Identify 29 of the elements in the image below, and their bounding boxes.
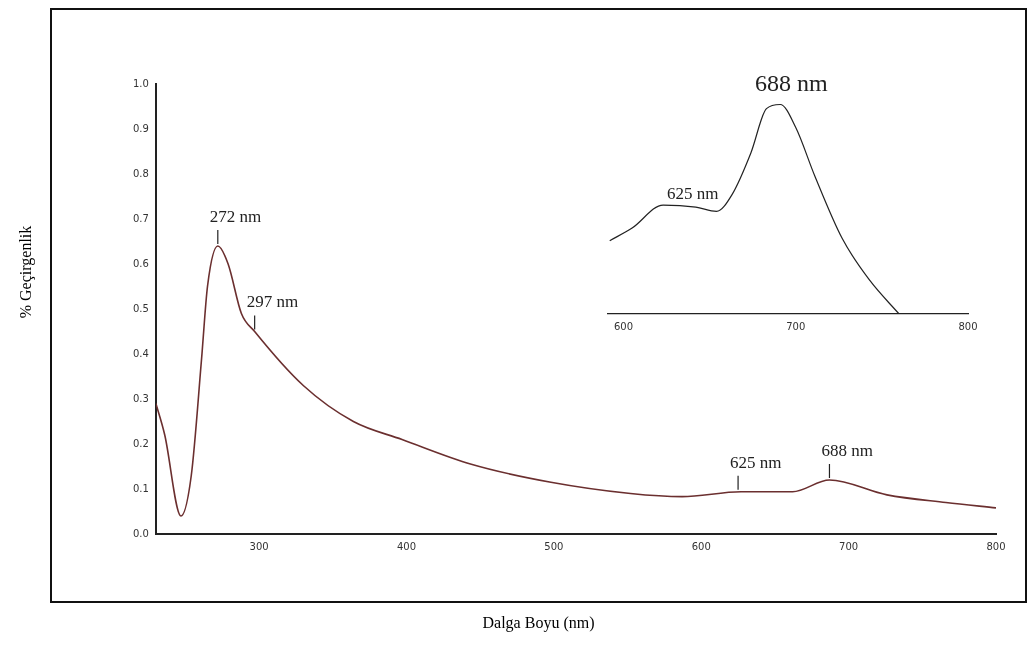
annotation: 688 nm [821,440,873,460]
annotation: 688 nm [755,69,829,96]
x-tick-label: 600 [691,540,711,552]
y-tick-label: 0.6 [133,257,149,269]
x-tick-label: 800 [958,320,978,332]
y-tick-label: 0.9 [133,122,149,134]
y-tick-label: 0.0 [133,527,149,539]
x-tick-label: 700 [839,540,859,552]
y-tick-label: 0.5 [133,302,149,314]
y-tick-label: 0.1 [133,482,149,494]
annotation: 297 nm [246,292,299,312]
y-axis-title: % Geçirgenlik [17,224,35,321]
x-tick-label: 300 [249,540,269,552]
x-axis-title: Dalga Boyu (nm) [481,614,596,632]
y-tick-label: 0.4 [133,347,149,359]
annotation: 625 nm [730,452,782,472]
x-tick-label: 800 [986,540,1006,552]
x-tick-label: 700 [786,320,806,332]
annotation: 625 nm [667,184,719,204]
annotation: 272 nm [209,206,262,226]
y-tick-label: 0.3 [133,392,149,404]
x-tick-label: 500 [544,540,564,552]
y-tick-label: 0.7 [133,212,149,224]
x-tick-label: 400 [396,540,417,552]
y-tick-label: 0.8 [133,167,149,179]
y-tick-label: 0.2 [133,437,149,449]
line-series [155,245,996,517]
x-tick-label: 600 [613,320,634,332]
y-tick-label: 1.0 [133,77,149,89]
